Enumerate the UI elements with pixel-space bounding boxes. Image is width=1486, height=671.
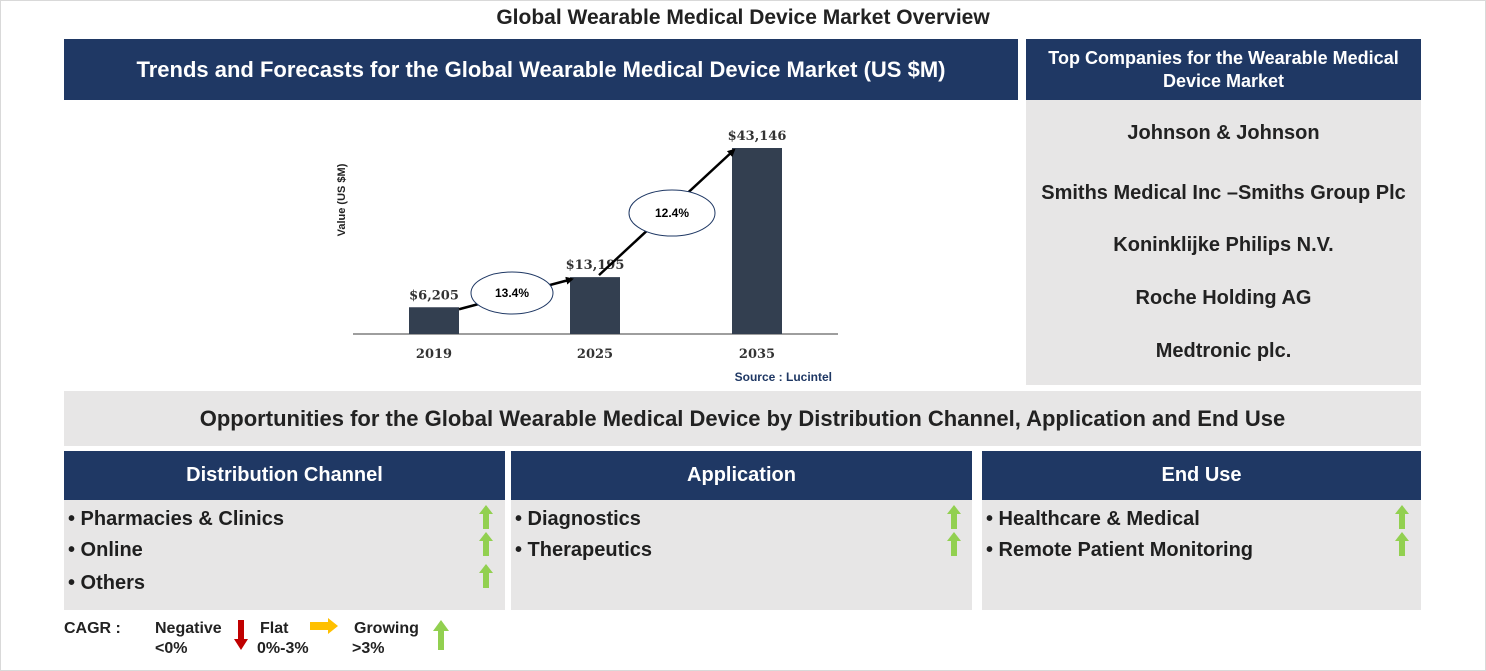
legend-flat-range: 0%-3% [257,640,309,657]
legend-flat-label: Flat [260,620,289,637]
growing-arrow-icon [479,532,493,556]
legend-negative-range: <0% [155,640,188,657]
growing-arrow-icon [947,505,961,529]
cagr-label: 12.4% [655,206,689,220]
bar-value-label: $6,205 [409,288,459,303]
list-item: • Online [68,539,143,561]
list-item: • Therapeutics [515,539,653,561]
trends-header: Trends and Forecasts for the Global Wear… [64,39,1018,100]
legend-negative-label: Negative [155,620,222,637]
x-tick-label: 2019 [416,347,452,362]
legend-growing-range: >3% [352,640,385,657]
growing-arrow-icon [479,564,493,588]
company-item: Roche Holding AG [1135,287,1312,309]
company-item: Johnson & Johnson [1127,122,1320,144]
x-tick-label: 2035 [739,347,775,362]
companies-header: Top Companies for the Wearable Medical D… [1026,39,1421,100]
growing-arrow-icon [947,532,961,556]
end-use-panel: • Healthcare & Medical • Remote Patient … [982,500,1421,610]
companies-list: Johnson & Johnson Smiths Medical Inc –Sm… [1026,100,1421,385]
distribution-channel-panel: • Pharmacies & Clinics • Online • Others [64,500,505,610]
growing-arrow-icon [1395,505,1409,529]
legend-cagr-label: CAGR : [64,620,121,637]
end-use-header: End Use [982,451,1421,500]
list-item: • Remote Patient Monitoring [986,539,1254,561]
bar-2019 [409,307,459,334]
x-tick-label: 2025 [577,347,613,362]
list-item: • Healthcare & Medical [986,508,1200,530]
company-item: Medtronic plc. [1155,340,1292,362]
bar-value-label: $43,146 [728,129,787,144]
bar-2035 [732,148,782,334]
y-axis-label: Value (US $M) [336,163,348,236]
cagr-ellipse [470,271,554,315]
application-header: Application [511,451,972,500]
list-item: • Pharmacies & Clinics [68,508,284,530]
growing-arrow-icon [433,620,449,650]
growing-arrow-icon [1395,532,1409,556]
flat-arrow-icon [310,618,338,634]
opportunities-banner: Opportunities for the Global Wearable Me… [64,391,1421,446]
company-item: Smiths Medical Inc –Smiths Group Plc [1041,182,1406,204]
legend-growing-label: Growing [354,620,419,637]
bar-2025 [570,277,620,334]
market-chart: Value (US $M) $6,205 2019 $13,195 2025 $43,1… [336,129,838,384]
company-item: Koninklijke Philips N.V. [1113,234,1334,256]
negative-arrow-icon [234,620,248,650]
page-title: Global Wearable Medical Device Market Ov… [496,6,990,29]
application-panel: • Diagnostics • Therapeutics [511,500,972,610]
chart-source: Source : Lucintel [735,370,832,384]
bar-value-label: $13,195 [566,258,625,273]
cagr-label: 13.4% [495,286,529,300]
cagr-ellipse [628,189,716,237]
list-item: • Others [68,572,146,594]
distribution-channel-header: Distribution Channel [64,451,505,500]
growing-arrow-icon [479,505,493,529]
list-item: • Diagnostics [515,508,641,530]
